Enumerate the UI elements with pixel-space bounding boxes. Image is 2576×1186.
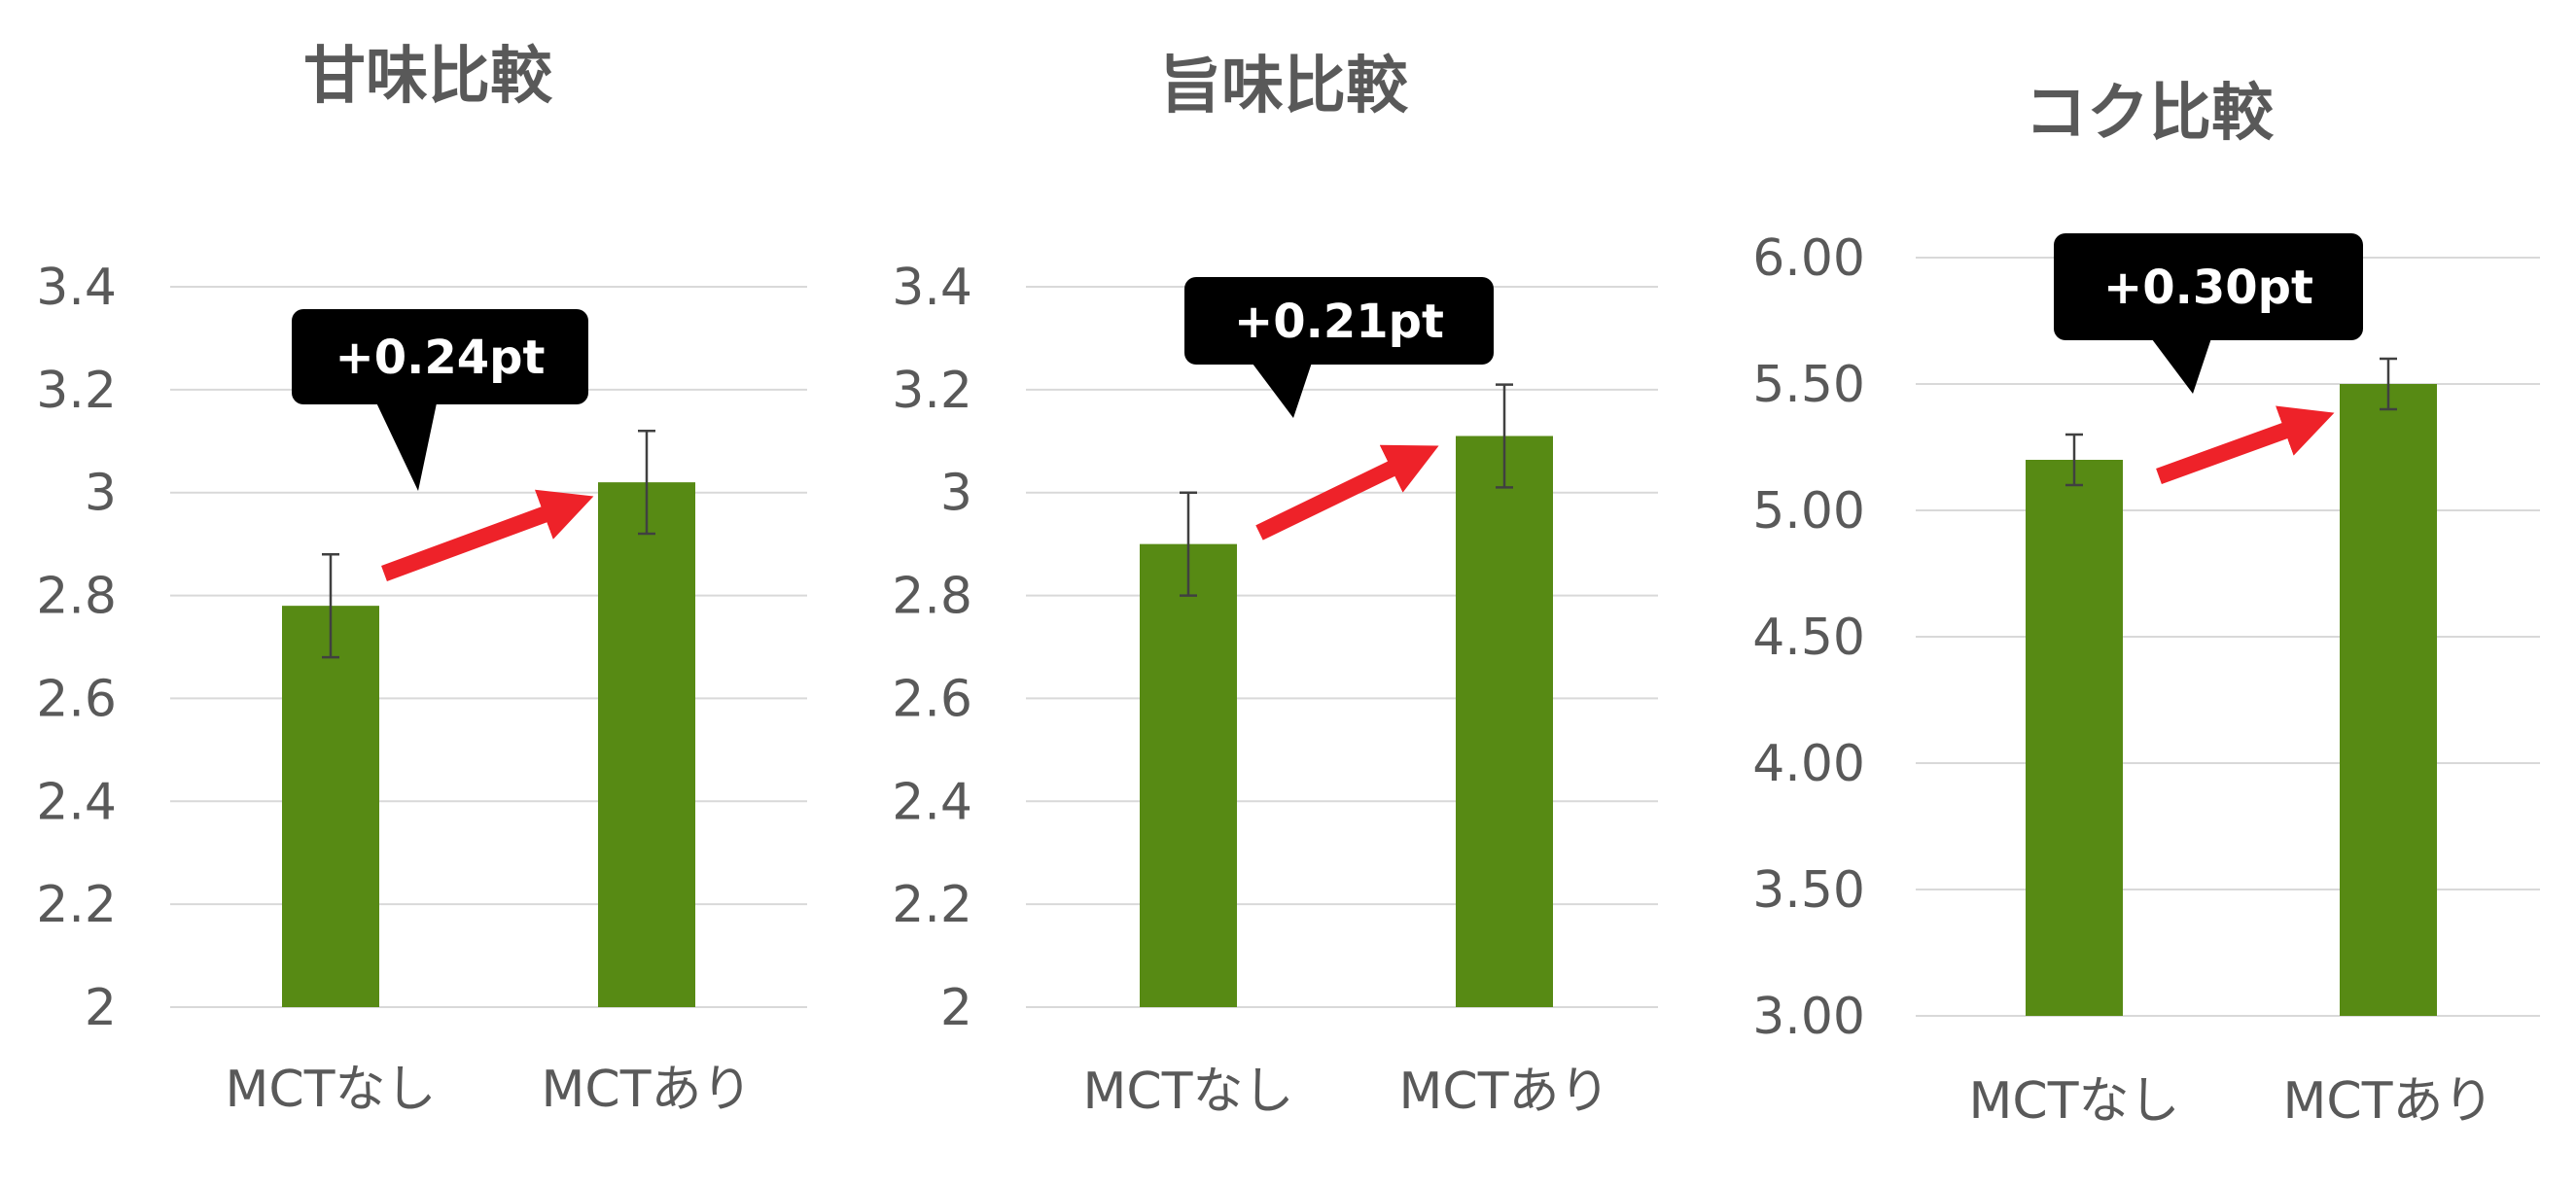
- y-tick-label: 5.00: [1752, 482, 1865, 541]
- chart-title: コク比較: [2025, 78, 2275, 150]
- y-tick-label: 2: [85, 979, 117, 1037]
- difference-annotation: +0.21pt: [1234, 295, 1444, 349]
- y-tick-label: 3.00: [1752, 988, 1865, 1046]
- chart-panel-3: コク比較 3.00 3.50 4.00 4.50 5.00 5.50 6.00 MCTなし MCT…: [1752, 78, 2540, 1131]
- y-tick-label: 2.6: [892, 670, 972, 728]
- y-tick-label: 2.4: [892, 773, 972, 831]
- bar-without-mct: [1140, 543, 1237, 1007]
- bar-with-mct: [598, 482, 695, 1008]
- x-category-label: MCTあり: [542, 1061, 753, 1119]
- y-tick-label: 3: [85, 465, 117, 523]
- y-tick-label: 3.4: [36, 259, 117, 317]
- y-tick-label: 2.2: [36, 876, 117, 934]
- x-category-label: MCTなし: [1083, 1063, 1294, 1121]
- y-tick-label: 2.8: [36, 568, 117, 626]
- bar-with-mct: [2340, 384, 2437, 1016]
- difference-annotation: +0.24pt: [335, 331, 546, 385]
- y-tick-label: 4.50: [1752, 609, 1865, 667]
- y-tick-label: 3.2: [892, 362, 972, 420]
- bar-without-mct: [2026, 460, 2123, 1016]
- chart-title: 旨味比較: [1159, 51, 1409, 122]
- x-category-label: MCTなし: [226, 1061, 437, 1119]
- chart-panel-2: 旨味比較 2 2.2 2.4 2.6 2.8 3 3.2 3.4 MCTなし MCTあり +0.21p…: [892, 51, 1658, 1121]
- y-tick-label: 3: [940, 465, 972, 523]
- chart-panel-1: 甘味比較 2 2.2 2.4 2.6 2.8 3 3.2 3.4 MCTなし MCTあり +0.24p…: [36, 41, 807, 1119]
- callout-box: [1184, 277, 1494, 365]
- y-tick-label: 2: [940, 979, 972, 1037]
- y-tick-label: 3.2: [36, 362, 117, 420]
- y-tick-label: 3.50: [1752, 861, 1865, 920]
- y-tick-label: 4.00: [1752, 735, 1865, 793]
- y-tick-label: 2.2: [892, 876, 972, 934]
- y-tick-label: 6.00: [1752, 229, 1865, 288]
- callout-pointer: [2149, 335, 2212, 394]
- increase-arrow: [2156, 405, 2335, 484]
- callout-pointer: [1250, 360, 1313, 418]
- chart-title: 甘味比較: [303, 41, 553, 113]
- y-tick-label: 2.6: [36, 670, 117, 728]
- y-tick-label: 2.8: [892, 568, 972, 626]
- y-tick-label: 3.4: [892, 259, 972, 317]
- bar-with-mct: [1456, 436, 1553, 1007]
- increase-arrow: [1255, 444, 1439, 541]
- y-tick-label: 2.4: [36, 773, 117, 831]
- x-category-label: MCTなし: [1969, 1072, 2180, 1131]
- callout-box: [292, 309, 588, 404]
- difference-annotation: +0.30pt: [2103, 261, 2313, 315]
- x-category-label: MCTあり: [1399, 1063, 1610, 1121]
- callout-box: [2054, 233, 2363, 340]
- bar-without-mct: [282, 606, 379, 1007]
- increase-arrow: [381, 489, 594, 581]
- y-tick-label: 5.50: [1752, 356, 1865, 414]
- callout-pointer: [374, 399, 438, 491]
- x-category-label: MCTあり: [2283, 1072, 2494, 1131]
